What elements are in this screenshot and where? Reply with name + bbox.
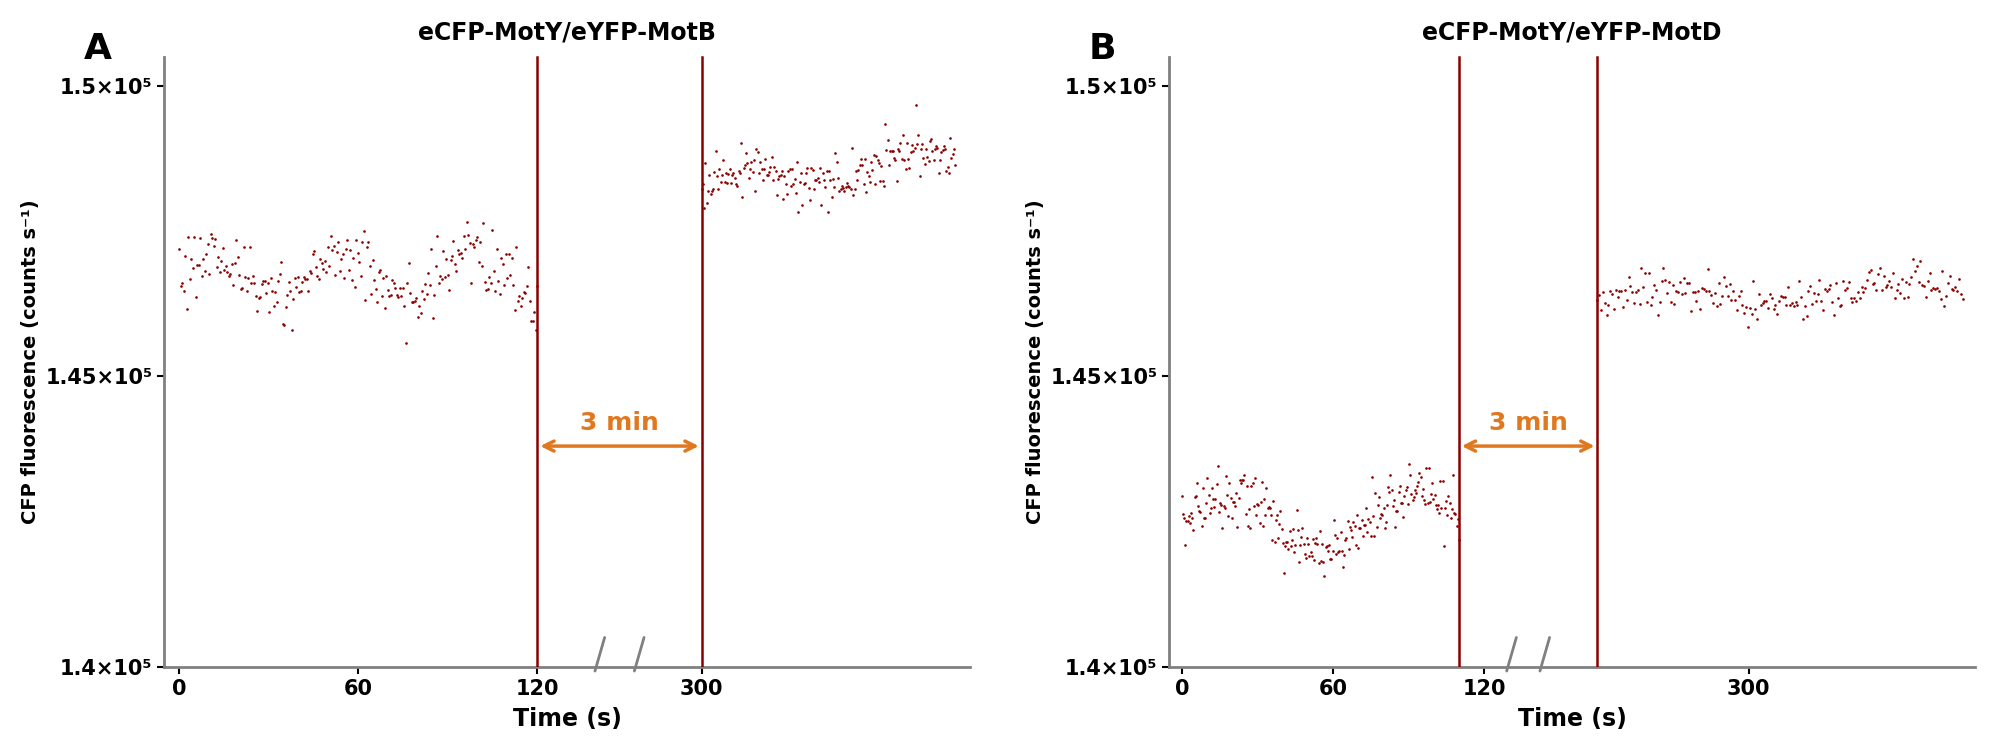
- X-axis label: Time (s): Time (s): [1517, 707, 1627, 731]
- Title: eCFP-MotY/eYFP-MotB: eCFP-MotY/eYFP-MotB: [419, 21, 717, 45]
- X-axis label: Time (s): Time (s): [513, 707, 621, 731]
- Y-axis label: CFP fluorescence (counts s⁻¹): CFP fluorescence (counts s⁻¹): [20, 199, 40, 524]
- Text: B: B: [1088, 32, 1116, 66]
- Text: 3 min: 3 min: [1489, 411, 1567, 435]
- Y-axis label: CFP fluorescence (counts s⁻¹): CFP fluorescence (counts s⁻¹): [1026, 199, 1044, 524]
- Text: 3 min: 3 min: [581, 411, 659, 435]
- Text: A: A: [84, 32, 112, 66]
- Title: eCFP-MotY/eYFP-MotD: eCFP-MotY/eYFP-MotD: [1423, 21, 1723, 45]
